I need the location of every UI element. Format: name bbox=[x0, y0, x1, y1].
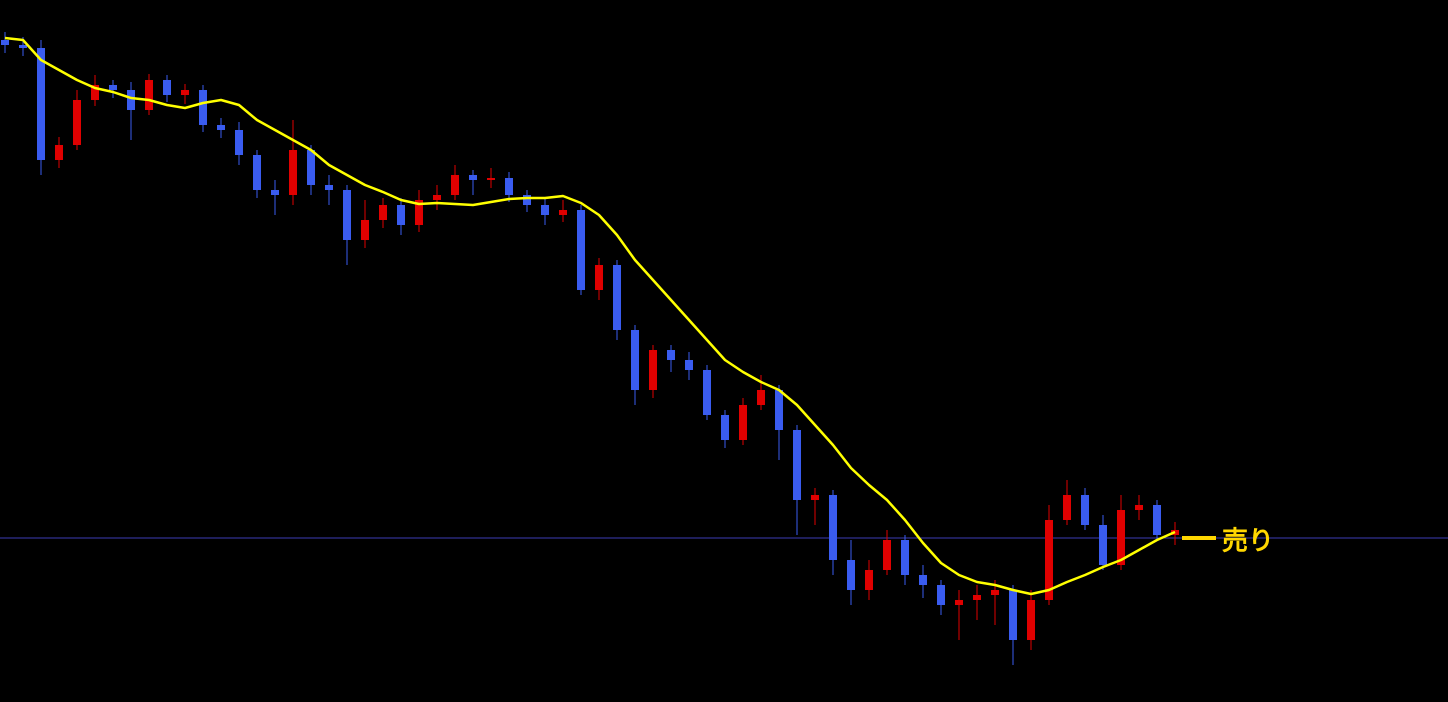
candle-body bbox=[181, 90, 189, 95]
candle-body bbox=[361, 220, 369, 240]
candle-body bbox=[703, 370, 711, 415]
candle-body bbox=[343, 190, 351, 240]
candle-body bbox=[847, 560, 855, 590]
candle-body bbox=[55, 145, 63, 160]
candle-body bbox=[955, 600, 963, 605]
candle-body bbox=[1099, 525, 1107, 565]
candle-body bbox=[505, 178, 513, 195]
candle-body bbox=[19, 45, 27, 48]
candle-body bbox=[1009, 590, 1017, 640]
candle-body bbox=[811, 495, 819, 500]
candle-body bbox=[1081, 495, 1089, 525]
candle-body bbox=[127, 90, 135, 110]
candle-body bbox=[271, 190, 279, 195]
candle-body bbox=[667, 350, 675, 360]
candle-body bbox=[199, 90, 207, 125]
candle-body bbox=[649, 350, 657, 390]
candle-body bbox=[451, 175, 459, 195]
candle-body bbox=[217, 125, 225, 130]
candle-body bbox=[775, 390, 783, 430]
candle-body bbox=[541, 205, 549, 215]
candle-body bbox=[793, 430, 801, 500]
candle-body bbox=[289, 150, 297, 195]
candle-body bbox=[91, 85, 99, 100]
candle-body bbox=[1, 40, 9, 45]
candle-body bbox=[325, 185, 333, 190]
candle-body bbox=[685, 360, 693, 370]
annotation: 売り bbox=[1222, 527, 1274, 557]
candle-body bbox=[433, 195, 441, 200]
candle-body bbox=[397, 205, 405, 225]
candle-body bbox=[379, 205, 387, 220]
candle-body bbox=[721, 415, 729, 440]
candle-body bbox=[1063, 495, 1071, 520]
moving-average-line bbox=[4, 36, 1176, 596]
candle-body bbox=[73, 100, 81, 145]
candle-body bbox=[37, 48, 45, 160]
candle-body bbox=[235, 130, 243, 155]
candle-body bbox=[613, 265, 621, 330]
candle-body bbox=[757, 390, 765, 405]
candle-body bbox=[1027, 600, 1035, 640]
candle-body bbox=[901, 540, 909, 575]
candle-body bbox=[739, 405, 747, 440]
candle-body bbox=[595, 265, 603, 290]
candle-body bbox=[631, 330, 639, 390]
candle-body bbox=[829, 495, 837, 560]
candle-body bbox=[991, 590, 999, 595]
candle-body bbox=[1045, 520, 1053, 600]
candle-body bbox=[559, 210, 567, 215]
candle-body bbox=[919, 575, 927, 585]
candle-body bbox=[415, 200, 423, 225]
candle-body bbox=[883, 540, 891, 570]
candle-body bbox=[487, 178, 495, 180]
candle-body bbox=[253, 155, 261, 190]
candle-body bbox=[577, 210, 585, 290]
candle-body bbox=[865, 570, 873, 590]
candle-body bbox=[307, 150, 315, 185]
candle-body bbox=[1117, 510, 1125, 565]
candle-body bbox=[109, 85, 117, 90]
candle-body bbox=[469, 175, 477, 180]
candle-body bbox=[523, 195, 531, 205]
candle-body bbox=[163, 80, 171, 95]
candle-body bbox=[1135, 505, 1143, 510]
candle-body bbox=[937, 585, 945, 605]
candle-body bbox=[973, 595, 981, 600]
candle-body bbox=[145, 80, 153, 110]
candle-body bbox=[1153, 505, 1161, 535]
